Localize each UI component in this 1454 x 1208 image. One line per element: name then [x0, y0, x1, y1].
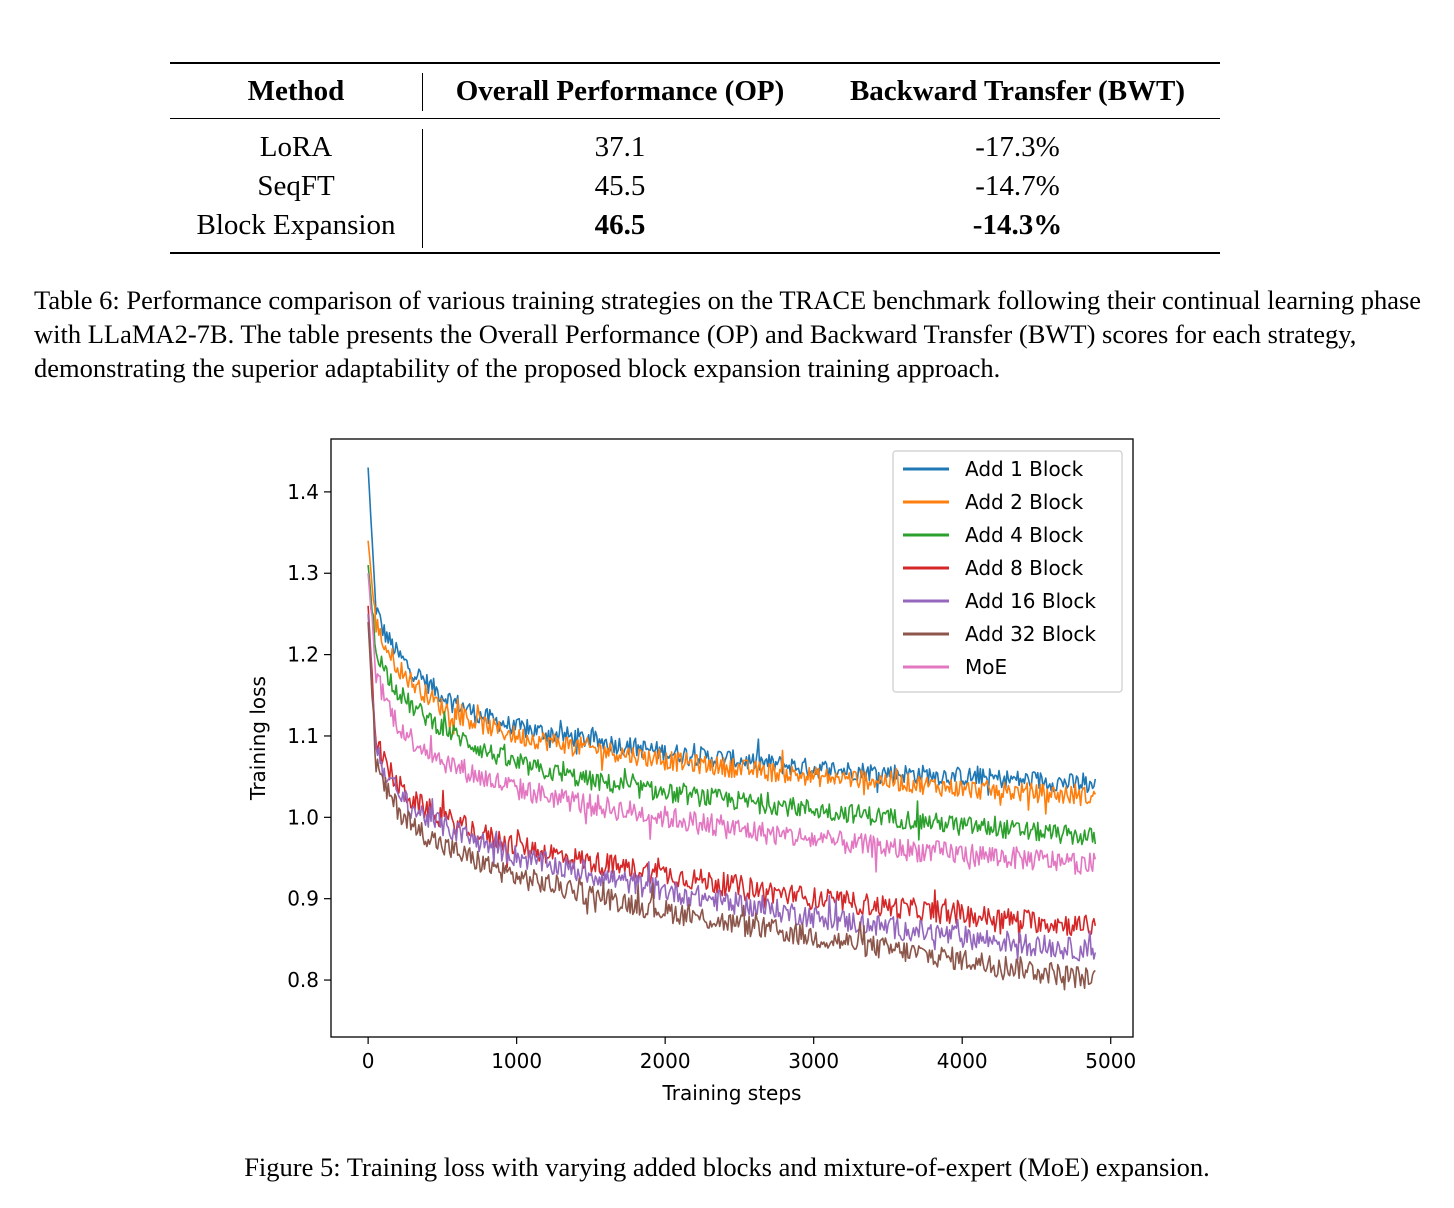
cell-method: LoRA [259, 131, 333, 163]
cell-bwt: -17.3% [975, 131, 1060, 163]
series-line-add-4-block [367, 565, 1097, 846]
cell-method: SeqFT [257, 170, 335, 202]
legend-label: Add 2 Block [965, 490, 1084, 514]
x-axis-label: Training steps [662, 1081, 802, 1105]
y-tick-label: 0.9 [287, 887, 319, 911]
header-op: Overall Performance (OP) [455, 75, 785, 107]
header-method: Method [247, 75, 345, 107]
cell-method: Block Expansion [196, 209, 396, 241]
plot-frame [330, 438, 1134, 1038]
legend-box [892, 450, 1123, 693]
legend-label: MoE [965, 655, 1007, 679]
x-tick-label: 1000 [491, 1049, 542, 1073]
y-tick-label: 1.1 [287, 724, 319, 748]
table-header-rule [170, 118, 1220, 120]
training-loss-chart: 0 1000 2000 3000 4000 5000 0.8 0.9 1.0 1.1 1.2 1.3 1… [246, 438, 1136, 1105]
y-tick-label: 0.8 [287, 968, 319, 992]
series-line-add-8-block [367, 605, 1097, 944]
table-top-rule [170, 62, 1220, 64]
series-line-add-16-block [367, 613, 1097, 962]
y-tick-label: 1.0 [287, 805, 319, 829]
table-column-divider [422, 73, 424, 111]
cell-op-best: 46.5 [594, 209, 646, 241]
y-axis-label: Training loss [246, 676, 270, 801]
legend-label: Add 1 Block [965, 457, 1084, 481]
header-bwt: Backward Transfer (BWT) [849, 75, 1186, 107]
table-column-divider [422, 129, 424, 248]
y-tick-label: 1.4 [287, 480, 319, 504]
series-line-add-2-block [367, 540, 1097, 815]
legend-label: Add 32 Block [965, 622, 1096, 646]
x-tick-label: 4000 [937, 1049, 988, 1073]
y-tick-label: 1.3 [287, 561, 319, 585]
table-bottom-rule [170, 252, 1220, 254]
training-loss-figure: 0 1000 2000 3000 4000 5000 0.8 0.9 1.0 1.1 1.2 1.3 1… [230, 425, 1180, 1125]
cell-op: 45.5 [594, 170, 646, 202]
legend-label: Add 4 Block [965, 523, 1084, 547]
legend-label: Add 8 Block [965, 556, 1084, 580]
x-tick-label: 0 [362, 1049, 375, 1073]
figure-caption: Figure 5: Training loss with varying add… [244, 1152, 1210, 1182]
cell-bwt: -14.7% [975, 170, 1060, 202]
x-tick-label: 5000 [1085, 1049, 1136, 1073]
x-tick-label: 3000 [788, 1049, 839, 1073]
series-line-moe [367, 573, 1097, 875]
series-line-add-32-block [367, 622, 1096, 991]
legend-label: Add 16 Block [965, 589, 1096, 613]
y-tick-label: 1.2 [287, 643, 319, 667]
table-caption: Table 6: Performance comparison of vario… [34, 285, 1422, 383]
cell-op: 37.1 [594, 131, 646, 163]
x-tick-label: 2000 [640, 1049, 691, 1073]
cell-bwt-best: -14.3% [972, 209, 1063, 241]
